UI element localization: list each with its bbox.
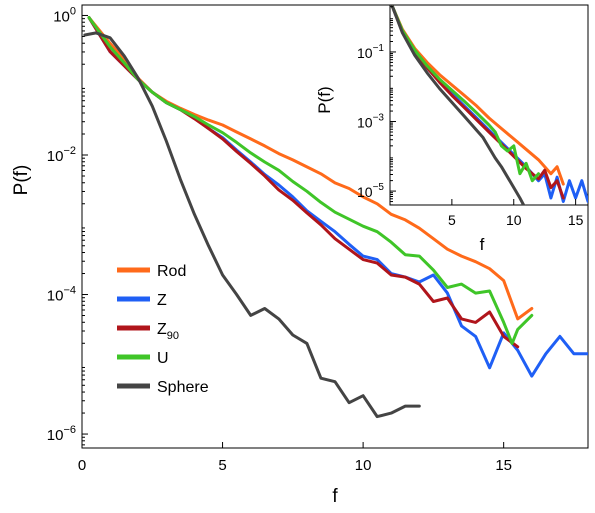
legend-label-u: U	[157, 350, 169, 367]
inset-y-tick-exponent: −3	[373, 113, 385, 124]
inset-y-tick-base: 10	[357, 115, 373, 131]
inset-x-axis-title: f	[480, 235, 485, 254]
main-y-tick-exponent: −2	[63, 145, 76, 157]
inset-x-tick-label: 15	[568, 212, 584, 228]
main-y-tick-base: 10	[47, 148, 64, 165]
main-y-tick-base: 10	[53, 8, 70, 25]
inset-y-tick-label: 10−3	[357, 113, 384, 131]
legend-label-rod: Rod	[157, 263, 186, 280]
main-series-group	[83, 16, 588, 419]
inset-y-tick-label: 10−5	[357, 182, 384, 200]
main-y-tick-exponent: 0	[70, 5, 76, 17]
inset-x-tick-label: 10	[506, 212, 522, 228]
main-x-tick-label: 5	[218, 457, 226, 474]
main-series-line-u	[87, 16, 534, 345]
inset-plot-frame	[389, 4, 589, 206]
main-y-tick-base: 10	[47, 288, 64, 305]
main-y-tick-label: 10−2	[47, 145, 76, 165]
main-y-tick-exponent: −4	[63, 285, 76, 297]
inset-y-tick-exponent: −5	[373, 182, 385, 193]
legend-label-z: Z	[157, 292, 167, 309]
main-y-tick-exponent: −6	[63, 424, 76, 436]
main-plot-frame	[81, 4, 589, 449]
main-x-tick-label: 10	[355, 457, 372, 474]
inset-series-group	[391, 5, 588, 205]
inset-y-axis-title: P(f)	[315, 86, 334, 113]
main-x-tick-label: 15	[495, 457, 512, 474]
inset-series-line-u	[391, 5, 540, 183]
inset-y-tick-base: 10	[357, 184, 373, 200]
main-x-tick-label: 0	[78, 457, 86, 474]
main-y-axis-title: P(f)	[11, 165, 32, 196]
main-y-tick-label: 10−6	[47, 424, 76, 444]
inset-x-tick-label: 5	[448, 212, 456, 228]
main-y-tick-label: 100	[53, 5, 76, 25]
legend-label-z90: Z90	[157, 321, 179, 342]
legend-label-sphere: Sphere	[157, 379, 209, 396]
inset-y-tick-base: 10	[357, 45, 373, 61]
inset-series-line-rod	[391, 5, 565, 186]
main-series-line-sphere	[83, 31, 421, 419]
main-x-axis-title: f	[332, 486, 338, 507]
main-y-tick-base: 10	[47, 427, 64, 444]
inset-y-tick-exponent: −1	[373, 43, 385, 54]
inset-series-line-sphere	[391, 5, 526, 205]
inset-y-tick-label: 10−1	[357, 43, 384, 61]
main-y-tick-label: 10−4	[47, 285, 76, 305]
legend: Rod Z Z90 U Sphere	[117, 263, 209, 396]
